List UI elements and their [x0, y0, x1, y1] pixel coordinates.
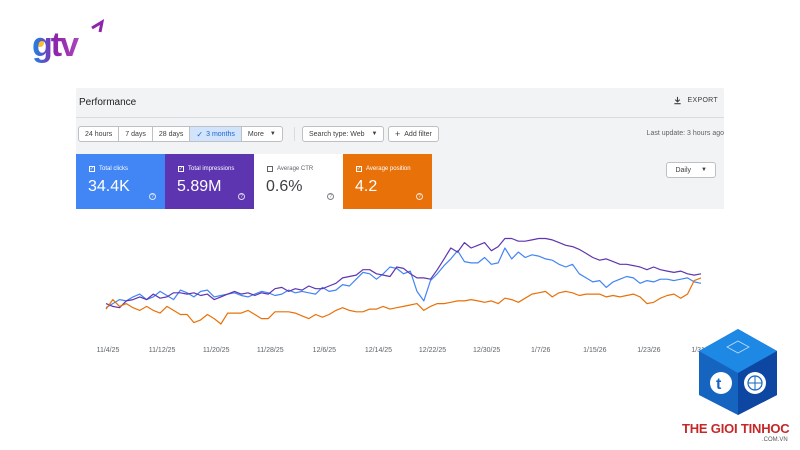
date-range-28d[interactable]: 28 days — [153, 127, 191, 141]
add-filter-button[interactable]: + Add filter — [388, 126, 439, 142]
metric-card-impressions[interactable]: ✓ Total impressions 5.89M ? — [165, 154, 254, 209]
performance-panel: Performance EXPORT 24 hours 7 days 28 da… — [76, 88, 724, 360]
checkbox-checked-icon: ✓ — [89, 165, 95, 172]
x-tick-label: 1/23/26 — [637, 347, 660, 354]
date-range-3m[interactable]: ✓ 3 months — [190, 127, 242, 141]
x-tick-label: 1/15/26 — [583, 347, 606, 354]
caret-down-icon: ▼ — [371, 131, 378, 137]
x-tick-label: 11/28/25 — [257, 347, 284, 354]
checkbox-unchecked-icon — [267, 166, 273, 172]
series-line-average-position — [105, 277, 702, 325]
caret-down-icon: ▼ — [269, 131, 276, 137]
x-tick-label: 11/20/25 — [203, 347, 230, 354]
metric-value: 5.89M — [177, 178, 222, 195]
series-line-total-clicks — [105, 247, 702, 309]
x-tick-label: 11/4/25 — [97, 347, 120, 354]
gtv-logo: gtv — [30, 18, 110, 70]
metric-cards: ✓ Total clicks 34.4K ? ✓ Total impressions… — [76, 154, 432, 209]
x-tick-label: 12/6/25 — [313, 347, 336, 354]
metric-card-clicks[interactable]: ✓ Total clicks 34.4K ? — [76, 154, 165, 209]
help-icon[interactable]: ? — [149, 193, 156, 200]
series-line-total-impressions — [105, 237, 702, 309]
plus-icon: + — [395, 129, 401, 139]
x-tick-label: 12/14/25 — [365, 347, 392, 354]
date-range-selector: 24 hours 7 days 28 days ✓ 3 months More ▼ — [78, 126, 283, 142]
svg-text:t: t — [716, 376, 722, 393]
search-type-dropdown[interactable]: Search type: Web ▼ — [302, 126, 385, 142]
help-icon[interactable]: ? — [238, 193, 245, 200]
x-tick-label: 11/12/25 — [149, 347, 176, 354]
date-range-7d[interactable]: 7 days — [119, 127, 153, 141]
help-icon[interactable]: ? — [416, 193, 423, 200]
panel-header: Performance EXPORT — [76, 88, 724, 118]
tgth-domain: .COM.VN — [762, 437, 788, 443]
tgth-wordmark: THE GIOI TINHOC — [682, 421, 790, 436]
logo-wordmark: gtv — [32, 26, 79, 64]
x-tick-label: 12/30/25 — [473, 347, 500, 354]
metric-value: 34.4K — [88, 178, 130, 195]
checkbox-checked-icon: ✓ — [356, 165, 362, 172]
download-icon — [673, 96, 681, 105]
performance-chart: 11/4/25 11/12/25 11/20/25 11/28/25 12/6/25 12… — [76, 209, 724, 360]
last-update-text: Last update: 3 hours ago — [646, 130, 724, 137]
check-icon: ✓ — [196, 129, 204, 139]
caret-down-icon: ▼ — [701, 167, 707, 173]
metric-value: 0.6% — [266, 178, 303, 195]
page-title: Performance — [79, 97, 137, 108]
date-range-more[interactable]: More ▼ — [247, 130, 276, 138]
filter-row: 24 hours 7 days 28 days ✓ 3 months More ▼ … — [76, 126, 724, 144]
export-button[interactable]: EXPORT — [673, 96, 718, 105]
chart-svg: 11/4/25 11/12/25 11/20/25 11/28/25 12/6/25 12… — [97, 237, 715, 354]
date-range-24h[interactable]: 24 hours — [79, 127, 120, 141]
x-tick-label: 12/22/25 — [419, 347, 446, 354]
granularity-dropdown[interactable]: Daily ▼ — [666, 162, 716, 178]
export-label: EXPORT — [687, 97, 718, 104]
metric-card-ctr[interactable]: Average CTR 0.6% ? — [254, 154, 343, 209]
divider — [294, 127, 295, 141]
x-tick-label: 1/7/26 — [531, 347, 551, 354]
help-icon[interactable]: ? — [327, 193, 334, 200]
metric-card-position[interactable]: ✓ Average position 4.2 ? — [343, 154, 432, 209]
tgth-logo: t — [697, 327, 779, 417]
metric-value: 4.2 — [355, 178, 378, 195]
checkbox-checked-icon: ✓ — [178, 165, 184, 172]
